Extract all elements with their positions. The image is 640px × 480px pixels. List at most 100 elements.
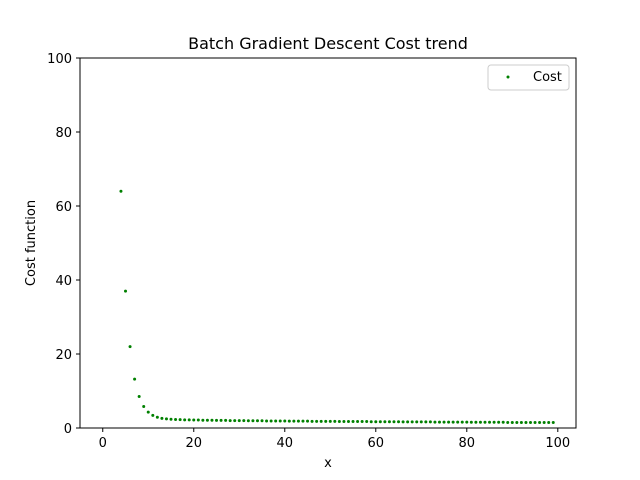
data-point [219,418,223,422]
data-point [465,420,469,424]
data-point [137,395,141,399]
data-point [205,418,209,422]
legend: Cost [487,64,570,91]
data-point [324,419,328,423]
data-point [415,420,419,424]
y-tick-label: 40 [55,274,72,289]
data-point [237,419,241,423]
data-point [437,420,441,424]
data-point [228,419,232,423]
data-point [410,420,414,424]
data-point [301,419,305,423]
data-point [451,420,455,424]
plot-area [119,189,555,424]
y-axis-label: Cost function [24,200,39,286]
data-point [310,419,314,423]
data-point [497,420,501,424]
axes-frame [79,57,577,429]
x-tick-label: 100 [545,436,570,451]
data-point [124,289,128,293]
data-point [533,420,537,424]
data-point [287,419,291,423]
data-point [333,419,337,423]
data-point [356,420,360,424]
data-point [374,420,378,424]
data-point [488,420,492,424]
data-point [128,345,132,349]
x-tick-label: 0 [99,436,107,451]
data-point [406,420,410,424]
data-point [178,418,182,422]
data-point [133,377,137,381]
data-point [433,420,437,424]
data-point [187,418,191,422]
data-point [378,420,382,424]
data-point [528,420,532,424]
x-axis-label: x [324,456,332,471]
data-point [260,419,264,423]
data-point [142,405,146,409]
y-tick-label: 0 [64,422,72,437]
data-point [269,419,273,423]
data-point [196,418,200,422]
data-point [319,419,323,423]
data-point [292,419,296,423]
data-point [547,420,551,424]
data-point [478,420,482,424]
data-point [474,420,478,424]
x-tick-label: 40 [276,436,293,451]
data-point [428,420,432,424]
data-point [551,420,555,424]
data-point [506,420,510,424]
axis-ticks: 0 20 40 60 80 100 0 20 40 60 80 100 [47,52,570,451]
data-point [442,420,446,424]
data-point [151,413,155,417]
data-point [255,419,259,423]
data-point [119,189,123,193]
data-point [201,418,205,422]
data-point [155,415,159,419]
data-point [360,420,364,424]
data-point [224,418,228,422]
data-point [315,419,319,423]
data-point [274,419,278,423]
data-point [160,416,164,420]
data-point [337,420,341,424]
data-point [401,420,405,424]
data-point [483,420,487,424]
x-tick-label: 80 [459,436,476,451]
data-point [296,419,300,423]
data-point [419,420,423,424]
chart-title: Batch Gradient Descent Cost trend [188,34,468,53]
data-point [351,420,355,424]
x-tick-label: 60 [368,436,385,451]
legend-marker [506,75,510,79]
data-point [469,420,473,424]
data-point [365,420,369,424]
data-point [460,420,464,424]
y-tick-label: 100 [47,52,72,67]
data-point [283,419,287,423]
legend-box [487,64,570,91]
data-point [392,420,396,424]
data-point [183,418,187,422]
data-point [174,417,178,421]
data-point [538,420,542,424]
data-point [164,417,168,421]
legend-label: Cost [533,70,562,85]
data-point [246,419,250,423]
data-point [542,420,546,424]
data-point [510,420,514,424]
data-point [519,420,523,424]
data-point [524,420,528,424]
data-point [233,419,237,423]
data-point [397,420,401,424]
data-point [169,417,173,421]
data-point [515,420,519,424]
data-point [456,420,460,424]
data-point [242,419,246,423]
data-point [342,420,346,424]
data-point [210,418,214,422]
x-tick-label: 20 [185,436,202,451]
